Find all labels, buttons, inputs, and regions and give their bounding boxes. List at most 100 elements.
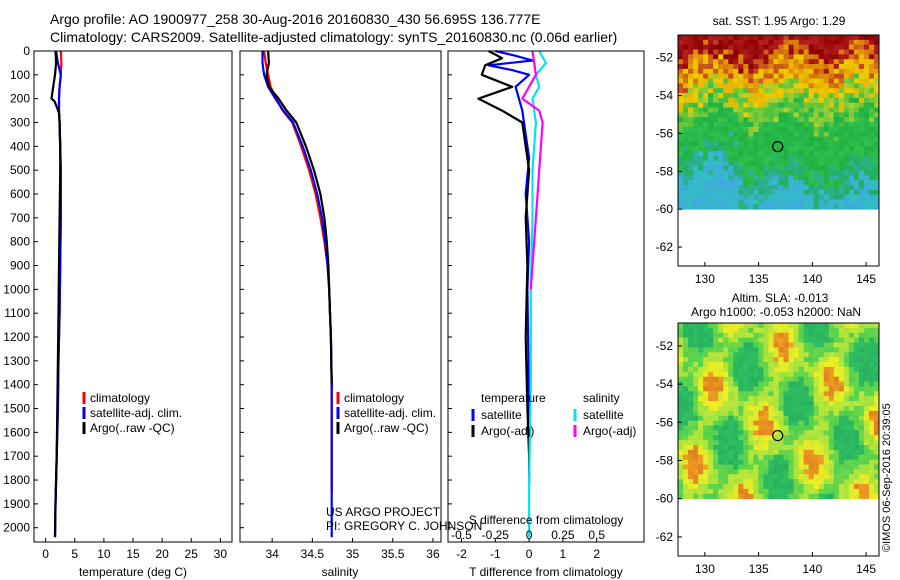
map-cell — [848, 479, 855, 485]
map-cell — [728, 357, 734, 363]
map-cell — [818, 381, 825, 387]
map-cell — [683, 189, 689, 196]
map-cell — [813, 362, 820, 368]
salinity-axes: 34 34.5 35 35.5 36 — [240, 50, 440, 561]
map-cell — [848, 83, 855, 89]
map-cell — [853, 64, 860, 70]
map-cell — [713, 332, 719, 339]
map-cell — [843, 479, 850, 485]
map-cell — [858, 488, 865, 495]
map-cell — [733, 425, 739, 431]
map-cell — [803, 112, 810, 118]
map-cell — [813, 97, 820, 104]
map-cell — [838, 73, 845, 79]
map-cell — [818, 88, 825, 94]
map-cell — [798, 401, 805, 407]
map-cell — [778, 440, 784, 446]
map-cell — [833, 64, 840, 70]
map-cell — [818, 493, 825, 500]
map-cell — [758, 151, 764, 157]
map-cell — [728, 386, 734, 392]
map-cell — [758, 493, 764, 500]
map-cell — [868, 425, 875, 431]
map-cell — [728, 155, 734, 162]
x-tick-label: 135 — [749, 272, 769, 286]
map-cell — [753, 420, 759, 426]
map-cell — [713, 88, 719, 94]
map-cell — [843, 68, 850, 75]
map-cell — [848, 141, 855, 147]
map-cell — [723, 449, 729, 456]
map-cell — [863, 352, 870, 358]
map-cell — [698, 204, 704, 210]
map-cell — [703, 479, 709, 485]
map-cell — [868, 44, 875, 50]
map-cell — [783, 107, 789, 113]
map-cell — [763, 381, 769, 387]
map-cell — [703, 425, 709, 431]
map-cell — [748, 83, 754, 89]
map-cell — [678, 337, 684, 343]
map-cell — [873, 332, 880, 339]
map-cell — [688, 122, 694, 128]
map-cell — [713, 64, 719, 70]
map-cell — [728, 160, 734, 167]
map-cell — [818, 175, 825, 181]
map-cell — [733, 54, 739, 60]
map-cell — [788, 449, 794, 456]
map-cell — [713, 93, 719, 99]
map-cell — [728, 199, 734, 205]
map-cell — [718, 122, 724, 128]
map-cell — [833, 73, 840, 79]
map-cell — [818, 352, 825, 358]
map-cell — [848, 136, 855, 142]
map-cell — [798, 160, 805, 167]
x-tick-label: 25 — [185, 547, 199, 561]
map-cell — [728, 59, 734, 65]
y-tick-label: 1000 — [3, 282, 30, 296]
map-cell — [733, 117, 739, 123]
map-cell — [768, 44, 774, 50]
map-cell — [763, 332, 769, 339]
map-cell — [863, 420, 870, 426]
map-cell — [848, 122, 855, 128]
map-cell — [748, 371, 754, 378]
map-cell — [743, 180, 749, 186]
map-cell — [763, 146, 769, 152]
map-cell — [733, 401, 739, 407]
map-cell — [863, 376, 870, 382]
map-cell — [713, 430, 719, 436]
map-cell — [788, 59, 794, 65]
map-cell — [798, 327, 805, 334]
map-cell — [688, 146, 694, 152]
map-cell — [738, 391, 744, 397]
map-cell — [743, 146, 749, 152]
sla-map-frame — [677, 322, 880, 557]
temperature-panel: 0100200300400500600700800900100011001200… — [3, 44, 233, 579]
map-cell — [733, 78, 739, 84]
map-cell — [718, 199, 724, 205]
map-cell — [678, 474, 684, 480]
map-cell — [753, 445, 759, 451]
map-cell — [773, 449, 779, 456]
map-cell — [838, 464, 845, 470]
map-cell — [713, 189, 719, 196]
map-cell — [738, 323, 744, 329]
map-cell — [783, 459, 789, 465]
map-cell — [843, 185, 850, 191]
map-cell — [743, 357, 749, 363]
map-cell — [698, 102, 704, 108]
map-cell — [703, 189, 709, 196]
map-cell — [873, 194, 880, 200]
map-cell — [838, 371, 845, 378]
map-cell — [808, 155, 815, 162]
map-cell — [723, 107, 729, 113]
map-cell — [748, 165, 754, 171]
x-tick-label: 0 — [42, 547, 49, 561]
map-cell — [723, 126, 729, 133]
map-cell — [813, 64, 820, 70]
map-cell — [873, 185, 880, 191]
map-cell — [873, 112, 880, 118]
map-cell — [868, 449, 875, 456]
map-cell — [768, 357, 774, 363]
